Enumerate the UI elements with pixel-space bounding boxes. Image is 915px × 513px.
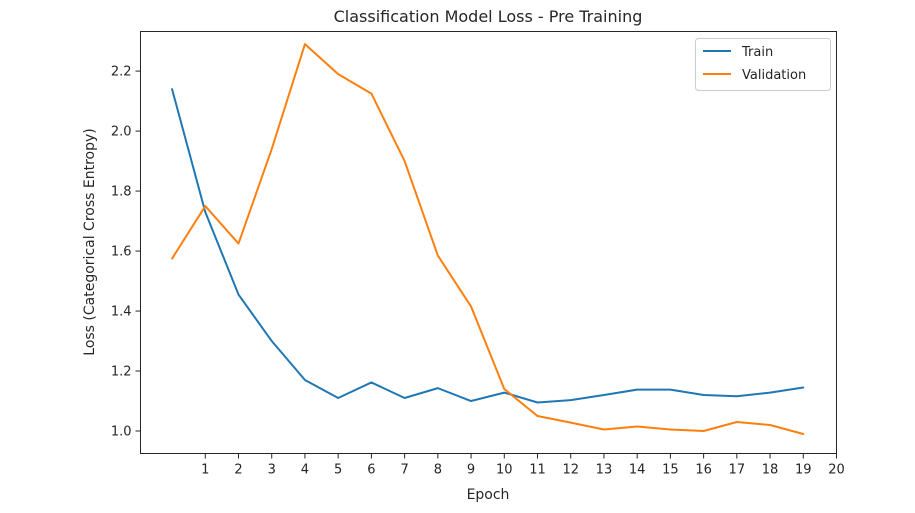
plot-area [140,31,837,454]
y-tick-label: 2.2 [111,65,132,80]
y-tick-label: 1.2 [111,365,132,380]
legend: Train Validation [695,38,831,91]
y-axis: 1.0 1.2 1.4 1.6 1.8 2.0 2.2 [111,65,141,440]
x-tick-label: 10 [496,463,513,478]
x-axis: 1 2 3 4 5 6 7 8 9 10 11 12 13 14 15 16 17 18 19 20 [201,453,845,478]
y-tick-label: 1.0 [111,425,132,440]
x-tick-label: 4 [301,463,309,478]
x-tick-label: 12 [562,463,579,478]
x-tick-label: 19 [795,463,812,478]
x-tick-label: 2 [234,463,242,478]
y-tick-label: 1.4 [111,305,132,320]
y-tick-label: 1.8 [111,185,132,200]
x-tick-label: 20 [828,463,845,478]
validation-series-line [171,43,805,435]
train-legend-label: Train [741,45,773,60]
x-tick-label: 17 [729,463,746,478]
validation-legend-label: Validation [742,68,806,83]
x-tick-label: 13 [596,463,613,478]
x-tick-label: 7 [400,463,408,478]
x-tick-label: 16 [695,463,712,478]
x-tick-label: 8 [434,463,442,478]
x-tick-label: 11 [529,463,546,478]
series-lines [171,43,805,435]
y-tick-label: 2.0 [111,125,132,140]
y-tick-label: 1.6 [111,245,132,260]
y-axis-label: Loss (Categorical Cross Entropy) [82,128,98,355]
chart-title: Classification Model Loss - Pre Training [334,7,643,26]
x-tick-label: 3 [268,463,276,478]
x-tick-label: 9 [467,463,475,478]
x-tick-label: 18 [762,463,779,478]
x-tick-label: 1 [201,463,209,478]
train-series-line [171,88,805,404]
x-tick-label: 14 [629,463,646,478]
x-tick-label: 5 [334,463,342,478]
x-tick-label: 6 [367,463,375,478]
x-tick-label: 15 [662,463,679,478]
x-axis-label: Epoch [467,487,510,503]
